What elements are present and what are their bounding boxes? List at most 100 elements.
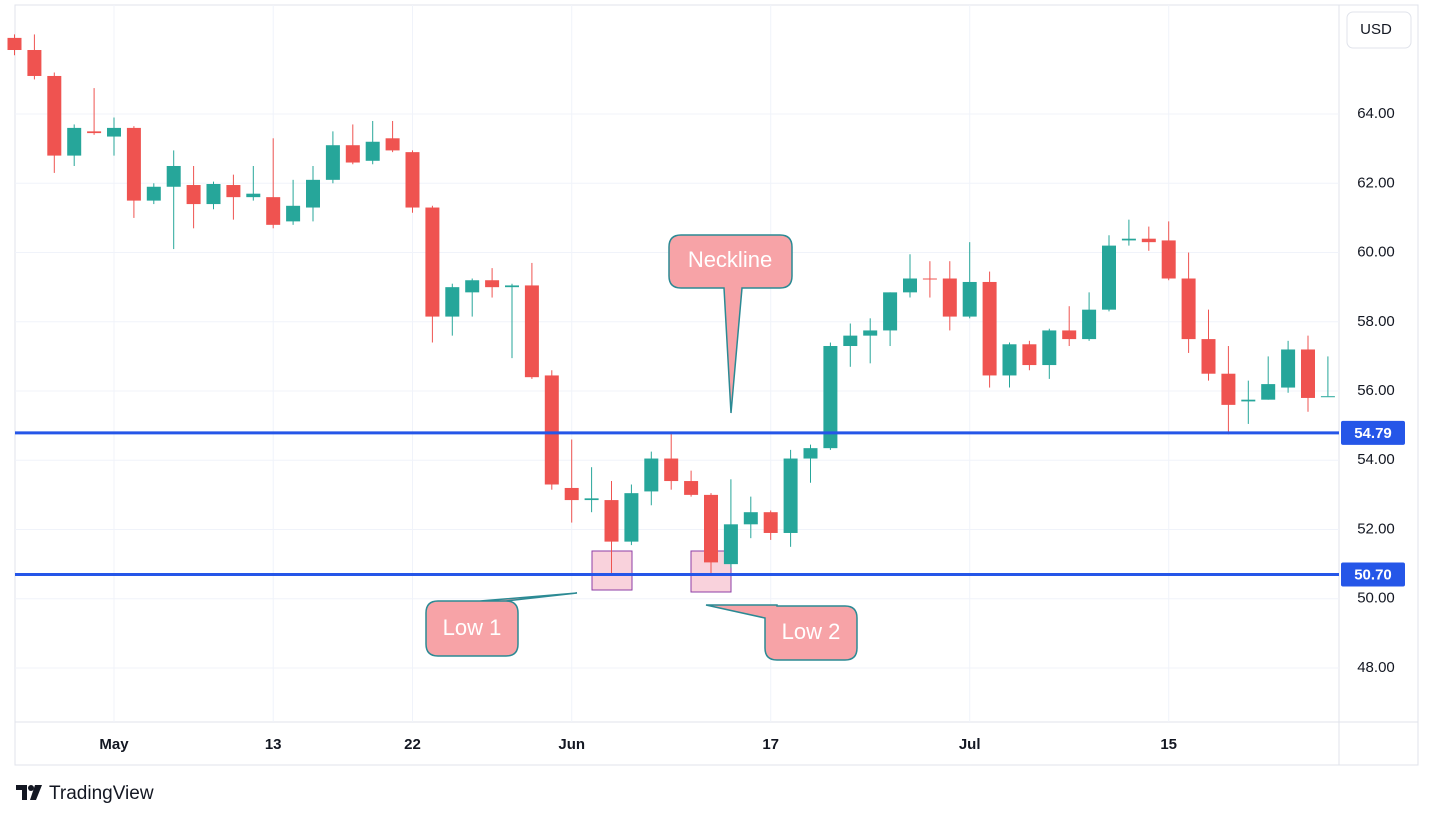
candle-body xyxy=(1261,384,1276,400)
candle-body xyxy=(903,278,917,293)
candle-body xyxy=(803,448,818,459)
candle-body xyxy=(624,493,639,542)
candle-body xyxy=(286,205,301,222)
candle-body xyxy=(385,138,400,151)
candle-body xyxy=(166,165,181,187)
candle-body xyxy=(783,458,798,533)
candle-body xyxy=(883,292,898,331)
grid xyxy=(15,5,1339,722)
price-label: 50.70 xyxy=(1354,566,1392,583)
y-tick-label: 48.00 xyxy=(1357,659,1395,676)
candle-body xyxy=(67,127,82,156)
annotation: Neckline xyxy=(688,247,772,272)
candles xyxy=(7,34,1335,575)
candle-body xyxy=(405,152,420,208)
candle-body xyxy=(1141,238,1156,243)
candle-body xyxy=(942,278,957,317)
candle-body xyxy=(1102,245,1116,310)
candle-body xyxy=(1181,278,1196,340)
candle-body xyxy=(47,75,62,156)
candle-body xyxy=(485,280,500,288)
watermark: TradingView xyxy=(49,783,154,804)
candle-body xyxy=(306,179,320,208)
candle-body xyxy=(1241,399,1256,402)
candle-body xyxy=(544,375,559,485)
annotation: Low 1 xyxy=(443,615,502,640)
candle-body xyxy=(206,183,221,205)
candle-body xyxy=(107,127,121,137)
candle-body xyxy=(843,335,858,347)
x-tick-label: 17 xyxy=(762,736,779,753)
candle-body xyxy=(564,487,579,501)
y-tick-label: 62.00 xyxy=(1357,174,1395,191)
price-label-box xyxy=(1341,562,1405,587)
callout-shape xyxy=(425,592,578,657)
candle-body xyxy=(982,281,997,376)
candle-body xyxy=(146,186,161,201)
candle-body xyxy=(823,346,838,449)
candle-body xyxy=(684,481,699,495)
candle-body xyxy=(1121,238,1136,241)
low-1-callout: Low 1 xyxy=(425,592,578,657)
candle-body xyxy=(922,278,937,280)
candle-body xyxy=(325,145,340,180)
candle-body xyxy=(345,145,360,163)
candle-body xyxy=(723,524,738,565)
candle-body xyxy=(524,285,539,378)
candle-body xyxy=(505,285,519,288)
candle-body xyxy=(465,280,480,293)
candle-body xyxy=(7,37,22,51)
logo-mark xyxy=(30,785,42,800)
y-tick-label: 64.00 xyxy=(1357,105,1395,122)
candle-body xyxy=(266,197,281,225)
x-tick-label: 22 xyxy=(404,736,421,753)
price-label: 54.79 xyxy=(1354,425,1392,442)
x-tick-label: May xyxy=(99,736,129,753)
candle-body xyxy=(1062,330,1077,340)
candle-body xyxy=(1281,349,1296,388)
candle-body xyxy=(87,131,102,134)
chart-frame xyxy=(14,4,1419,766)
candle-body xyxy=(425,207,440,317)
candle-body xyxy=(365,141,380,161)
candle-body xyxy=(27,50,42,76)
candle-body xyxy=(226,185,241,198)
candle-body xyxy=(584,498,599,501)
candle-body xyxy=(1022,344,1037,366)
y-tick-label: 52.00 xyxy=(1357,520,1395,537)
x-tick-label: Jun xyxy=(558,736,585,753)
candle-body xyxy=(743,512,758,525)
neckline-callout: Neckline xyxy=(668,234,793,414)
low-2-callout: Low 2 xyxy=(705,604,858,661)
candle-body xyxy=(1002,344,1017,376)
candle-body xyxy=(644,458,659,492)
candle-body xyxy=(1221,373,1236,405)
candle-body xyxy=(1042,330,1057,366)
callout-shape xyxy=(668,234,793,414)
y-tick-label: 60.00 xyxy=(1357,244,1395,261)
candle-body xyxy=(763,512,778,533)
y-tick-label: 56.00 xyxy=(1357,382,1395,399)
candle-body xyxy=(246,193,261,198)
logo: TradingView xyxy=(16,783,154,804)
candle-body xyxy=(186,185,201,205)
logo-mark xyxy=(28,785,34,791)
candle-body xyxy=(1301,349,1315,398)
candle-body xyxy=(962,281,977,317)
currency-button[interactable] xyxy=(1346,11,1412,49)
candle-body xyxy=(1082,309,1097,340)
y-tick-label: 50.00 xyxy=(1357,590,1395,607)
candle-body xyxy=(664,458,679,482)
x-tick-label: 15 xyxy=(1160,736,1177,753)
candle-body xyxy=(445,287,460,317)
x-tick-label: Jul xyxy=(959,736,981,753)
candle-body xyxy=(1320,396,1335,398)
candle-body xyxy=(863,330,878,336)
candle-body xyxy=(1201,339,1216,374)
y-tick-label: 58.00 xyxy=(1357,313,1395,330)
candle-body xyxy=(604,500,619,542)
overlay: 54.79 50.70 xyxy=(15,420,1405,587)
currency-label[interactable]: USD xyxy=(1360,21,1392,38)
x-tick-label: 13 xyxy=(265,736,282,753)
